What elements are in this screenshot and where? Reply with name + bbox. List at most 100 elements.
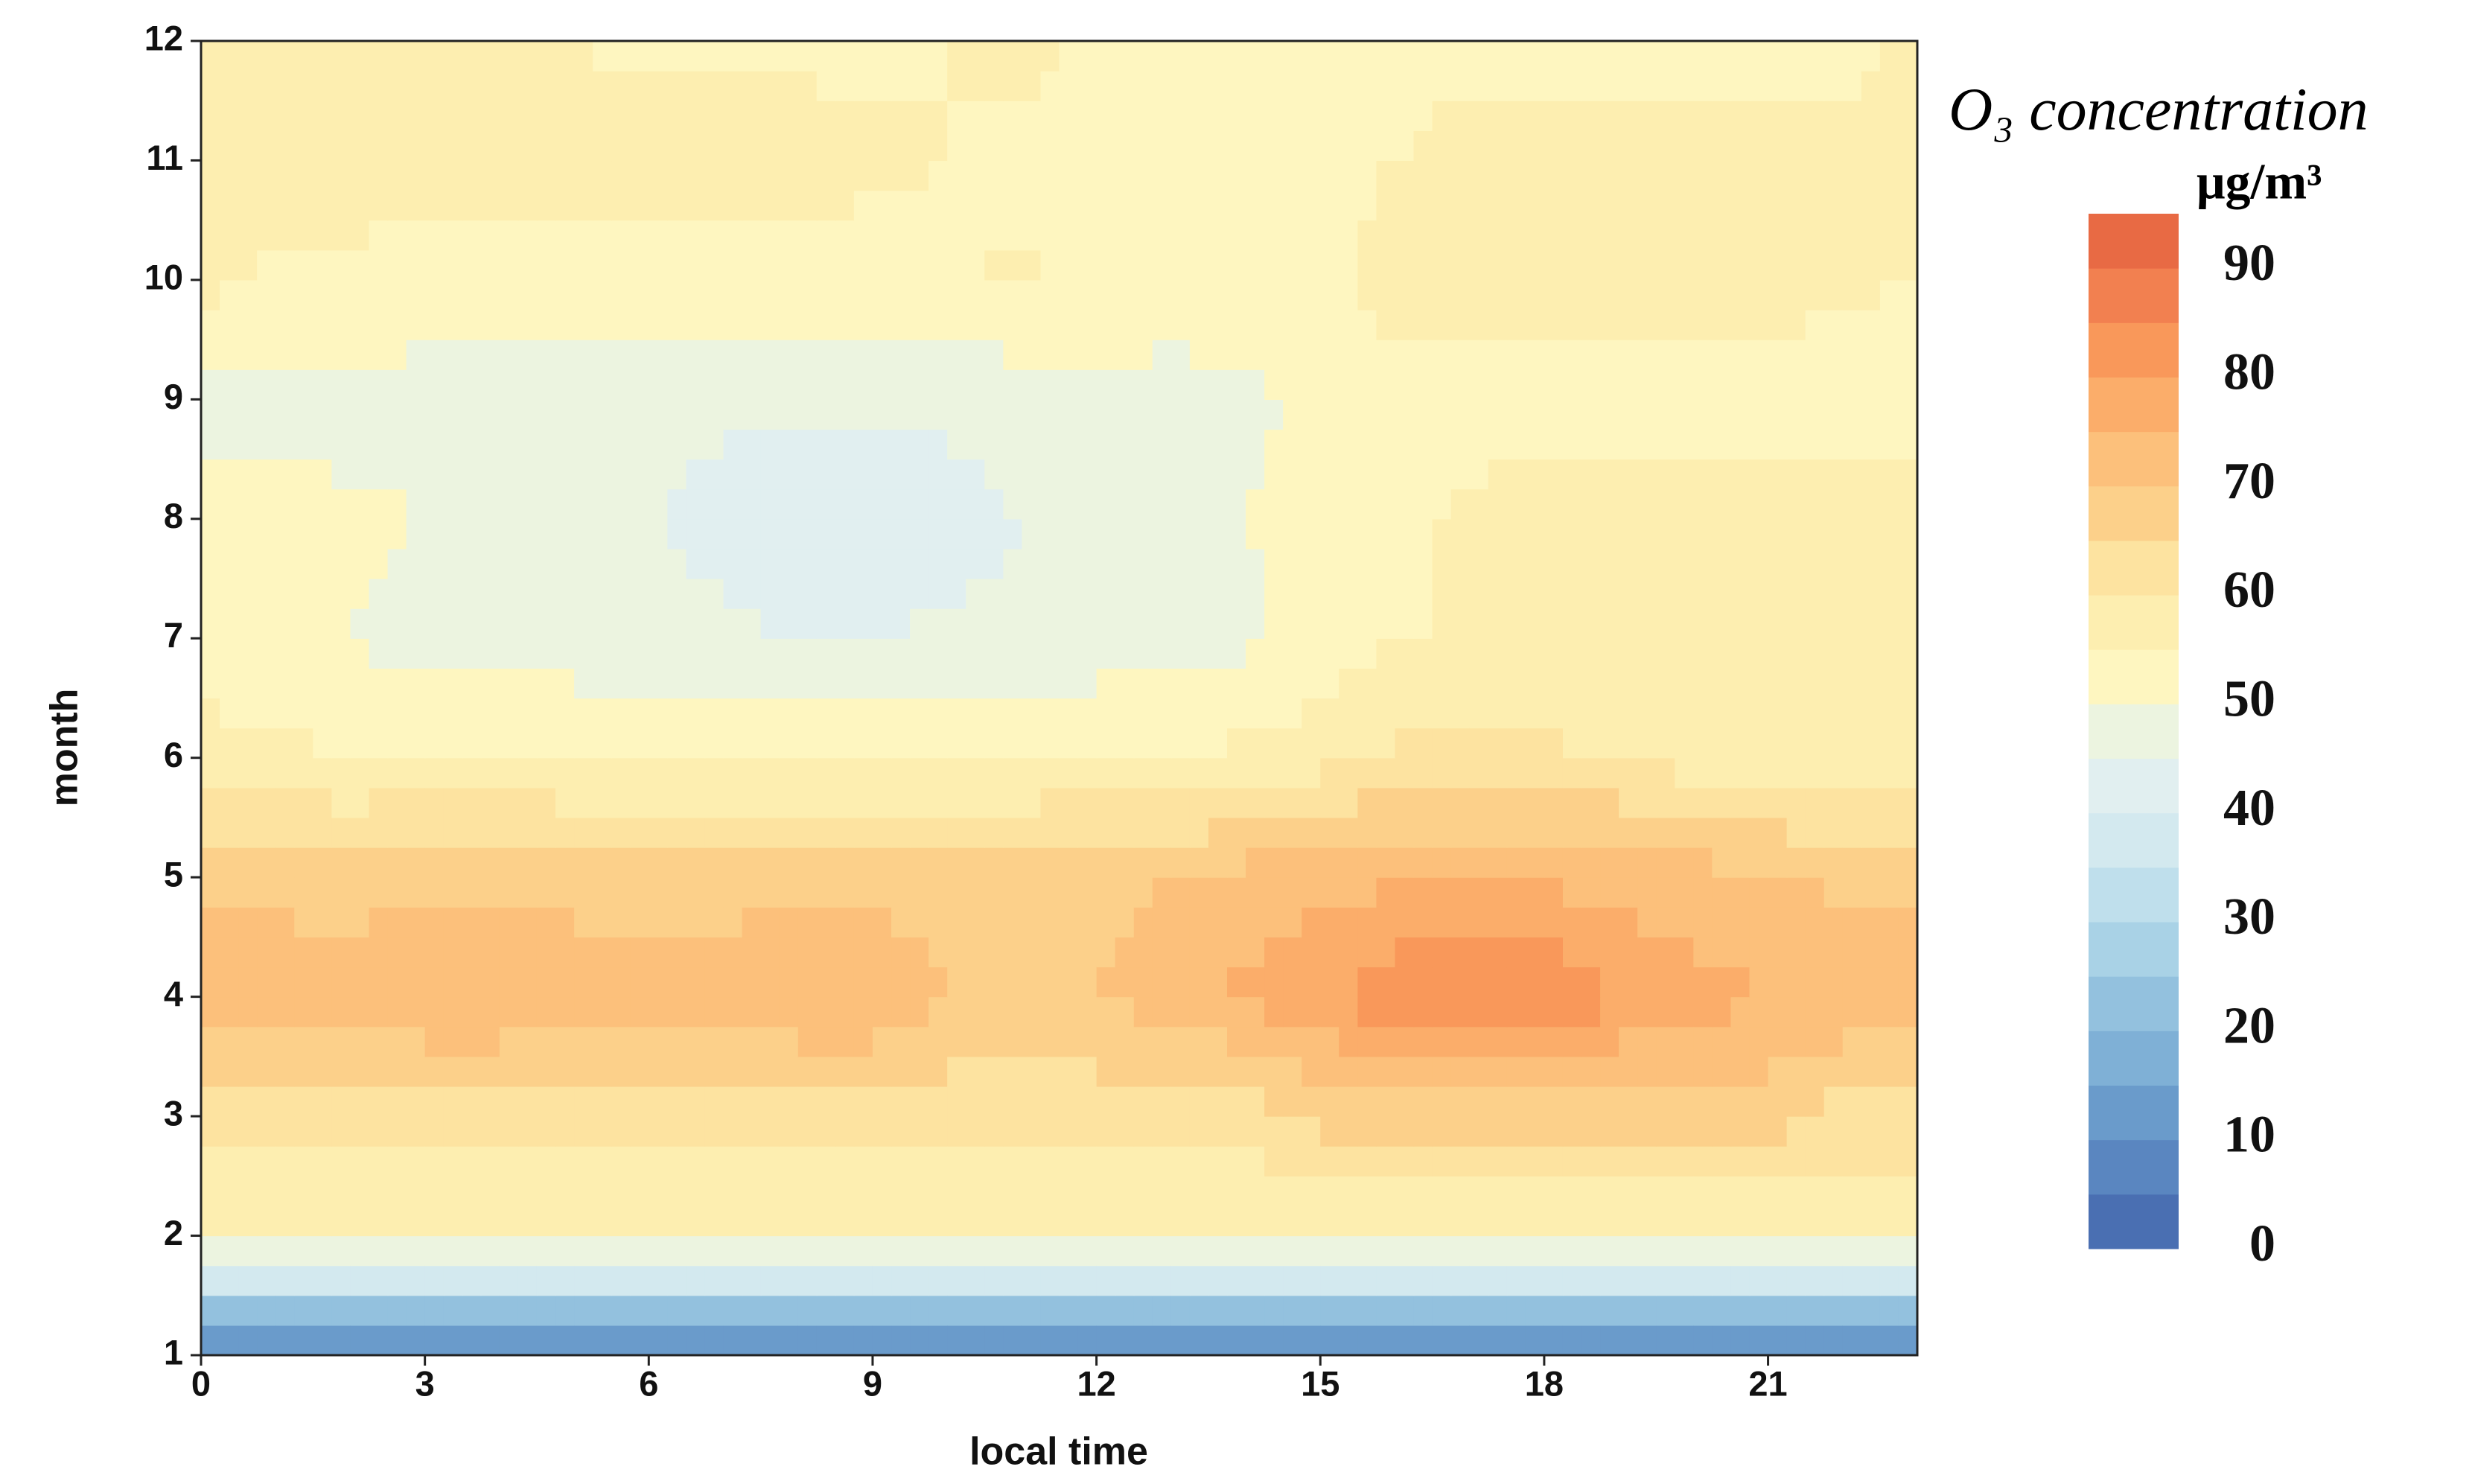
contour-cell — [593, 937, 612, 968]
colorbar-tick-label: 30 — [2223, 888, 2275, 946]
contour-cell — [1357, 817, 1377, 848]
contour-cell — [704, 190, 724, 221]
contour-cell — [1059, 459, 1079, 490]
contour-cell — [1152, 638, 1172, 669]
contour-cell — [1506, 996, 1526, 1028]
contour-cell — [1376, 638, 1396, 669]
contour-cell — [536, 787, 556, 818]
contour-cell — [1022, 1086, 1042, 1117]
contour-cell — [630, 1026, 649, 1057]
contour-cell — [1749, 1056, 1769, 1087]
contour-cell — [406, 279, 426, 311]
contour-cell — [1805, 488, 1825, 520]
contour-cell — [1077, 130, 1098, 162]
contour-cell — [1189, 249, 1209, 281]
contour-cell — [1413, 1116, 1433, 1147]
contour-cell — [593, 966, 612, 998]
contour-cell — [1246, 488, 1265, 520]
contour-cell — [1302, 1295, 1321, 1326]
contour-cell — [1581, 1295, 1601, 1326]
contour-cell — [1022, 220, 1042, 251]
contour-cell — [369, 847, 389, 878]
contour-cell — [704, 1295, 724, 1326]
contour-cell — [1450, 190, 1471, 221]
contour-cell — [1450, 1295, 1471, 1326]
contour-cell — [1264, 638, 1284, 669]
contour-cell — [387, 937, 407, 968]
contour-cell — [1898, 638, 1918, 669]
contour-cell — [835, 668, 855, 699]
contour-cell — [1395, 190, 1415, 221]
contour-cell — [331, 1265, 351, 1296]
contour-cell — [499, 579, 519, 609]
contour-cell — [1581, 130, 1601, 162]
contour-cell — [760, 1146, 780, 1176]
contour-cell — [480, 966, 500, 998]
contour-cell — [779, 877, 799, 908]
contour-cell — [760, 668, 780, 699]
contour-cell — [350, 668, 370, 699]
contour-cell — [593, 1176, 612, 1207]
contour-cell — [1283, 1086, 1302, 1117]
contour-cell — [611, 488, 631, 520]
contour-cell — [1879, 279, 1899, 311]
contour-cell — [593, 727, 612, 759]
contour-cell — [443, 907, 463, 938]
contour-cell — [1768, 429, 1788, 460]
contour-cell — [1619, 638, 1638, 669]
contour-cell — [1133, 220, 1153, 251]
contour-cell — [760, 638, 780, 669]
contour-cell — [1413, 249, 1433, 281]
contour-cell — [480, 1325, 500, 1356]
contour-cell — [947, 668, 966, 699]
contour-cell — [1469, 249, 1489, 281]
contour-cell — [1152, 548, 1172, 579]
contour-cell — [1581, 429, 1601, 460]
contour-cell — [350, 310, 370, 340]
contour-cell — [1730, 996, 1751, 1028]
contour-cell — [1712, 608, 1732, 639]
contour-cell — [1003, 340, 1022, 370]
contour-cell — [1619, 608, 1638, 639]
contour-cell — [611, 369, 631, 400]
contour-cell — [1208, 1295, 1228, 1326]
contour-cell — [257, 996, 276, 1028]
contour-cell — [1096, 907, 1116, 938]
contour-cell — [1861, 190, 1881, 221]
contour-cell — [350, 190, 370, 221]
contour-cell — [1544, 1235, 1564, 1267]
contour-cell — [1096, 101, 1116, 131]
contour-cell — [1619, 1265, 1638, 1296]
contour-cell — [1675, 698, 1694, 729]
contour-cell — [611, 907, 631, 938]
contour-cell — [1096, 1176, 1116, 1207]
contour-cell — [1189, 1265, 1209, 1296]
contour-cell — [1339, 787, 1358, 818]
contour-cell — [555, 1295, 575, 1326]
contour-cell — [649, 1206, 668, 1237]
contour-cell — [536, 1265, 556, 1296]
contour-cell — [1469, 41, 1489, 71]
contour-cell — [1339, 548, 1358, 579]
contour-cell — [816, 1206, 836, 1237]
contour-cell — [1525, 310, 1545, 340]
contour-cell — [1339, 1116, 1358, 1147]
contour-cell — [257, 340, 276, 370]
contour-cell — [835, 817, 855, 848]
contour-cell — [649, 518, 668, 550]
contour-cell — [667, 937, 687, 968]
contour-cell — [1022, 757, 1042, 789]
contour-cell — [294, 1116, 313, 1147]
contour-cell — [1525, 877, 1545, 908]
contour-cell — [1133, 249, 1153, 281]
contour-cell — [742, 787, 762, 818]
contour-cell — [704, 310, 724, 340]
contour-cell — [387, 488, 407, 520]
contour-cell — [1768, 340, 1788, 370]
contour-cell — [220, 518, 239, 550]
contour-cell — [275, 130, 295, 162]
contour-cell — [928, 1206, 948, 1237]
contour-cell — [1077, 966, 1098, 998]
contour-cell — [630, 1206, 649, 1237]
contour-cell — [1003, 1176, 1022, 1207]
